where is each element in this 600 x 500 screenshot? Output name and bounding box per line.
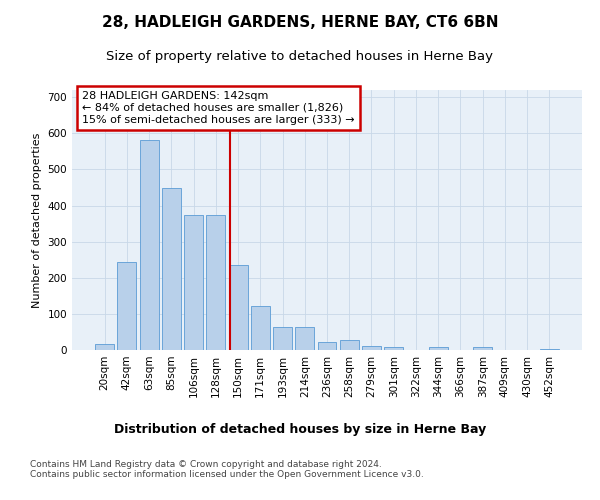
Bar [118,262,136,350]
Bar [473,348,492,350]
Bar [162,188,181,350]
Bar [184,214,203,350]
Bar [384,347,403,350]
Bar [251,306,270,350]
Bar [95,344,114,350]
Bar [206,214,225,350]
Text: Distribution of detached houses by size in Herne Bay: Distribution of detached houses by size … [114,422,486,436]
Text: Contains HM Land Registry data © Crown copyright and database right 2024.
Contai: Contains HM Land Registry data © Crown c… [30,460,424,479]
Bar [229,265,248,350]
Y-axis label: Number of detached properties: Number of detached properties [32,132,42,308]
Bar [340,340,359,350]
Bar [140,140,158,350]
Bar [295,326,314,350]
Bar [429,348,448,350]
Bar [362,346,381,350]
Bar [540,349,559,350]
Bar [273,326,292,350]
Text: Size of property relative to detached houses in Herne Bay: Size of property relative to detached ho… [107,50,493,63]
Bar [317,342,337,350]
Text: 28 HADLEIGH GARDENS: 142sqm
← 84% of detached houses are smaller (1,826)
15% of : 28 HADLEIGH GARDENS: 142sqm ← 84% of det… [82,92,355,124]
Text: 28, HADLEIGH GARDENS, HERNE BAY, CT6 6BN: 28, HADLEIGH GARDENS, HERNE BAY, CT6 6BN [102,15,498,30]
